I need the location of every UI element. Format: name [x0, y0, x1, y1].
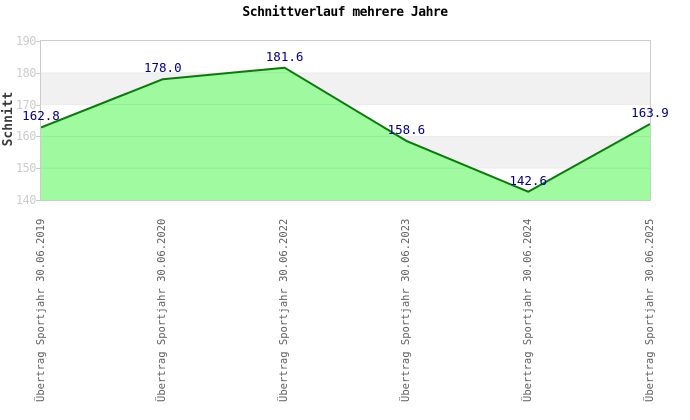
value-label: 181.6: [265, 48, 304, 64]
x-tick-label: Übertrag Sportjahr 30.06.2025: [643, 218, 656, 402]
area-line-series: [41, 66, 650, 200]
value-label: 178.0: [143, 60, 182, 76]
value-label: 142.6: [509, 172, 547, 188]
y-tick-mark: [36, 41, 40, 42]
y-tick-label: 160: [15, 129, 37, 144]
x-tick-label: Übertrag Sportjahr 30.06.2020: [156, 218, 169, 402]
value-label: 163.9: [631, 104, 669, 120]
y-tick-mark: [36, 168, 40, 170]
y-tick-mark: [36, 200, 40, 201]
plot-area: [40, 40, 651, 201]
value-label: 162.8: [22, 108, 60, 124]
y-tick-label: 150: [15, 161, 37, 176]
y-tick-mark: [36, 104, 40, 106]
x-tick-label: Übertrag Sportjahr 30.06.2022: [278, 218, 291, 402]
y-tick-mark: [36, 72, 40, 74]
y-tick-label: 170: [15, 97, 37, 112]
x-tick-label: Übertrag Sportjahr 30.06.2019: [34, 218, 47, 402]
area-fill: [41, 67, 650, 200]
x-tick-label: Übertrag Sportjahr 30.06.2024: [521, 218, 534, 402]
value-label: 158.6: [387, 121, 426, 137]
y-tick-label: 180: [15, 65, 37, 80]
y-tick-label: 140: [15, 193, 37, 207]
chart-title: Schnittverlauf mehrere Jahre: [242, 5, 448, 20]
y-tick-label: 190: [15, 34, 37, 48]
x-tick-label: Übertrag Sportjahr 30.06.2023: [399, 218, 412, 402]
y-tick-mark: [36, 136, 40, 138]
series-line: [41, 66, 650, 193]
